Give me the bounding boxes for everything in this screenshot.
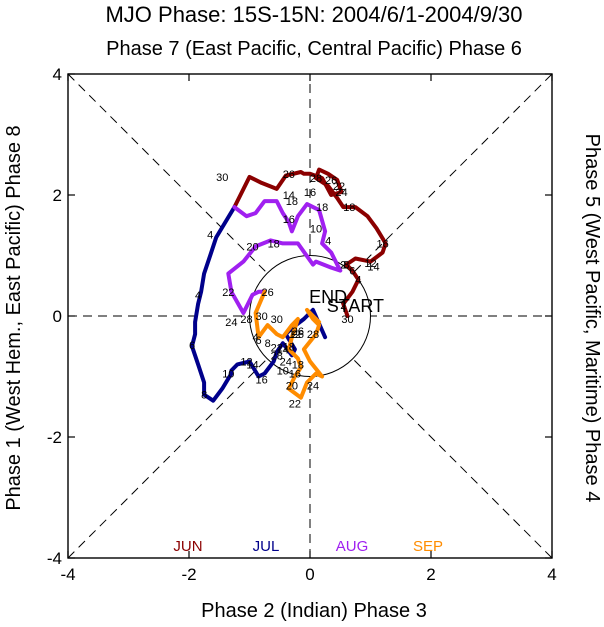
left-phase-label: Phase 1 (West Hem., East Pacific) Phase … [3, 125, 25, 510]
point-label-sep: 14 [277, 344, 289, 356]
point-label-jul: 22 [271, 342, 283, 354]
point-label-jul: 26 [292, 329, 304, 341]
point-label-jul: 28 [271, 350, 283, 362]
point-label-sep: 26 [292, 326, 304, 338]
point-label-sep: 18 [292, 359, 304, 371]
x-tick-label: -2 [181, 565, 196, 584]
trajectory [190, 167, 388, 403]
point-label-aug: 24 [225, 317, 237, 329]
point-label-jun: 30 [341, 314, 353, 326]
point-label-jun: 24 [335, 187, 347, 199]
legend-jul: JUL [253, 538, 280, 555]
bottom-phase-label: Phase 2 (Indian) Phase 3 [201, 600, 427, 622]
point-label-aug: 18 [286, 196, 298, 208]
point-label-aug: 30 [255, 311, 267, 323]
point-label-jun: 8 [343, 260, 349, 272]
point-label-jun: 12 [364, 258, 376, 270]
point-label-aug: 20 [246, 241, 258, 253]
y-tick-label: 2 [53, 186, 62, 205]
point-label-jun: 30 [216, 172, 228, 184]
top-phase-label: Phase 7 (East Pacific, Central Pacific) … [106, 38, 522, 60]
point-label-jul: 10 [277, 365, 289, 377]
point-label-jun: 28 [310, 173, 322, 185]
point-label-aug: 18 [268, 238, 280, 250]
series-line-jun [232, 167, 388, 318]
point-label-aug: 16 [283, 214, 295, 226]
point-label-jul: 16 [255, 375, 267, 387]
point-label-sep: 8 [265, 338, 271, 350]
point-label-jul: 10 [222, 368, 234, 380]
x-tick-label: -4 [60, 565, 75, 584]
point-label-jun: 6 [349, 266, 355, 278]
start-label: START [327, 296, 384, 316]
point-label-jul: 24 [280, 356, 292, 368]
point-label-sep: 12 [289, 329, 301, 341]
point-label-jul: 18 [283, 341, 295, 353]
x-tick-label: 2 [426, 565, 435, 584]
point-label-jun: 16 [376, 238, 388, 250]
series-line-jul [190, 205, 328, 403]
y-tick-label: -2 [47, 428, 62, 447]
point-label-jul: 8 [201, 390, 207, 402]
point-label-jun: 26 [283, 169, 295, 181]
point-label-jul: 6 [189, 340, 195, 352]
diagonal-line-nw [67, 73, 553, 559]
legend-aug: AUG [336, 538, 369, 555]
point-label-aug: 18 [316, 202, 328, 214]
series-line-sep [253, 289, 325, 400]
point-label-jul: 12 [240, 356, 252, 368]
legend-sep: SEP [413, 538, 443, 555]
point-label-sep: 22 [289, 399, 301, 411]
point-label-jul: 4 [207, 229, 213, 241]
point-label-aug: 22 [222, 287, 234, 299]
point-label-jun: 14 [367, 261, 379, 273]
series-line-aug [226, 199, 343, 315]
point-label-sep: 6 [256, 335, 262, 347]
y-tick-label: -4 [47, 549, 62, 568]
point-label-jun: 22 [333, 181, 345, 193]
point-label-sep: 24 [307, 381, 319, 393]
month-legend: JUN JUL AUG SEP [173, 538, 443, 555]
x-tick-label: 0 [305, 565, 314, 584]
point-label-aug: 2 [340, 260, 346, 272]
right-phase-label: Phase 5 (West Pacific, Maritime) Phase 4 [581, 134, 603, 503]
end-label: END [309, 287, 347, 307]
point-label-aug: 16 [304, 187, 316, 199]
point-label-aug: 4 [325, 235, 331, 247]
point-label-aug: 26 [262, 287, 274, 299]
point-label-sep: 16 [289, 368, 301, 380]
point-label-sep: 28 [307, 329, 319, 341]
y-tick-label: 0 [53, 307, 62, 326]
point-label-jun: 2 [340, 300, 346, 312]
y-tick-label: 4 [53, 65, 62, 84]
point-label-sep: 30 [271, 314, 283, 326]
point-label-aug: 14 [283, 190, 295, 202]
point-label-sep: 4 [252, 332, 258, 344]
legend-jun: JUN [173, 538, 202, 555]
point-label-sep: 20 [286, 381, 298, 393]
point-label-jun: 26 [325, 175, 337, 187]
point-label-jul: 4 [195, 290, 201, 302]
point-label-jun: 4 [355, 275, 361, 287]
point-label-jun: 18 [343, 202, 355, 214]
chart-title: MJO Phase: 15S-15N: 2004/6/1-2004/9/30 [105, 2, 522, 27]
point-label-aug: 28 [240, 314, 252, 326]
x-tick-label: 4 [547, 565, 556, 584]
point-label-jul: 14 [246, 359, 258, 371]
diagonal-line-ne [67, 73, 553, 559]
point-label-aug: 10 [310, 223, 322, 235]
